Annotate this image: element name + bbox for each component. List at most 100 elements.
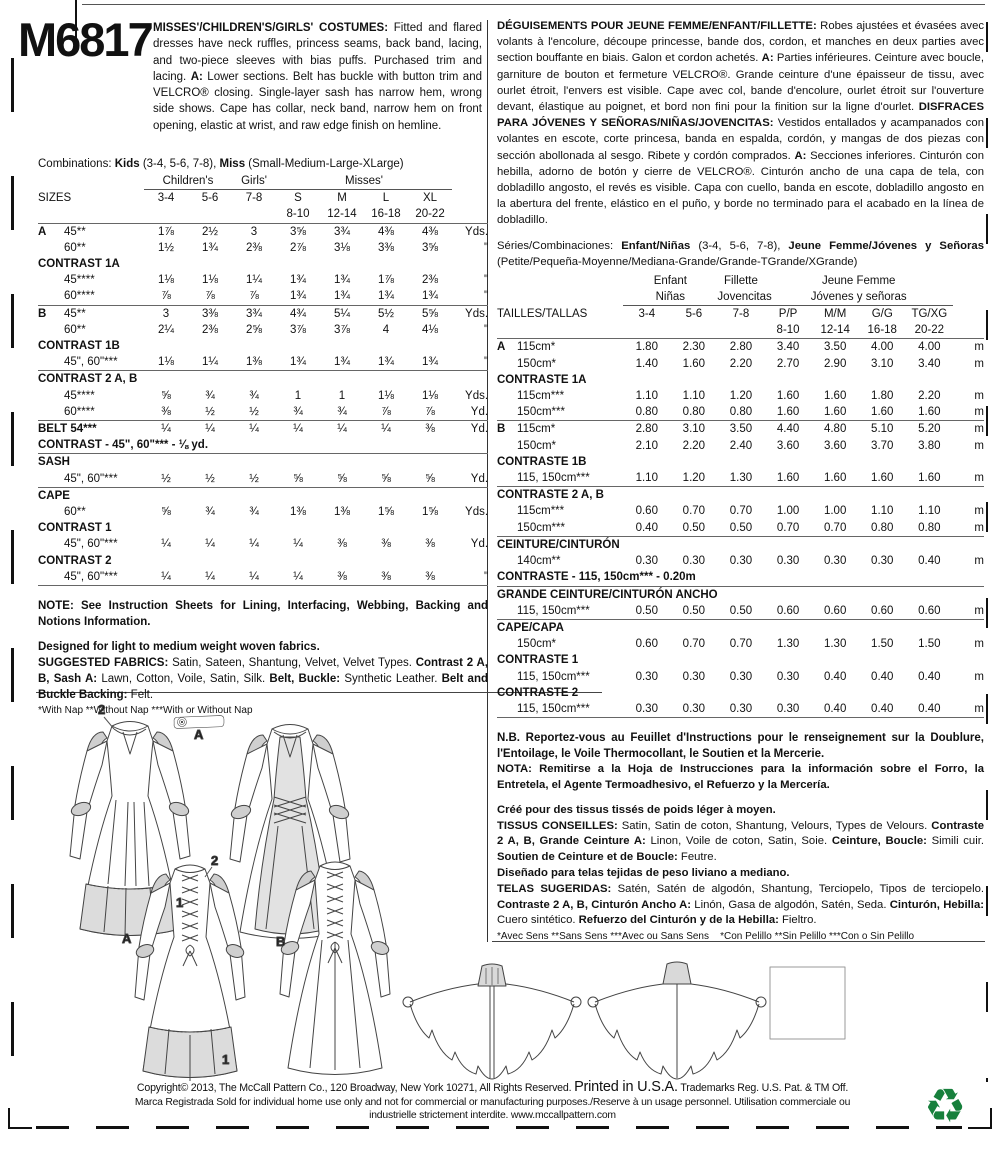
- yardage-value: 4⅜: [378, 225, 394, 238]
- yardage-value: 3.60: [776, 439, 800, 452]
- unit-label: ": [483, 274, 489, 287]
- yardage-value: 0.50: [729, 521, 753, 534]
- yardage-value: ⅞: [205, 290, 215, 303]
- yardage-value: 1⅜: [246, 356, 262, 369]
- group-jeune-femme: Jeune Femme Jóvenes y señoras: [764, 273, 953, 307]
- yardage-value: 2⅜: [202, 323, 218, 336]
- view-letter: [38, 536, 64, 552]
- yardage-value: 1⅜: [290, 506, 306, 519]
- yardage-value: ¼: [293, 570, 303, 583]
- fabric-width-label: 115cm***: [517, 390, 565, 403]
- fabric-width-label: 115cm*: [517, 341, 556, 354]
- yardage-row: CONTRASTE 1: [497, 652, 984, 668]
- yardage-section-label: CEINTURE/CINTURÓN: [497, 535, 984, 554]
- yardage-value: 2.20: [918, 390, 941, 403]
- yardage-value: 1.50: [871, 638, 894, 651]
- yardage-value: 2.20: [682, 439, 706, 452]
- unit-label: m: [974, 357, 984, 370]
- yardage-value: 0.30: [682, 555, 706, 568]
- note-english: NOTE: See Instruction Sheets for Lining,…: [38, 600, 488, 629]
- size-col: 7-8: [245, 192, 263, 205]
- yardage-row: GRANDE CEINTURE/CINTURÓN ANCHO: [497, 585, 984, 603]
- yardage-section-label: CONTRASTE 2 A, B: [497, 486, 984, 504]
- yardage-row: CAPE: [38, 486, 489, 505]
- yardage-value: ¾: [249, 389, 259, 402]
- yardage-value: 1⅛: [158, 274, 174, 287]
- yardage-value: 0.40: [871, 670, 894, 683]
- yardage-value: 1½: [158, 241, 174, 254]
- yardage-row: CONTRASTE - 115, 150cm*** - 0.20m: [497, 569, 984, 586]
- yardage-table-metric: Enfant Niñas Fillette Jovencitas Jeune F…: [497, 273, 984, 719]
- yardage-row: 60**** ⅞ ⅞ ⅞ 1¾ 1¾ 1¾ 1¾ ": [38, 288, 488, 305]
- unit-label: m: [974, 604, 984, 617]
- yardage-value: 1¾: [334, 274, 350, 287]
- size-col: 3-4: [157, 192, 175, 205]
- yardage-value: 1¾: [422, 356, 439, 369]
- yardage-value: ⅝: [425, 472, 435, 485]
- yardage-section-label: CONTRAST 2 A, B: [38, 370, 489, 388]
- yardage-value: 0.50: [682, 604, 706, 617]
- group-label: Jeune Femme: [821, 274, 896, 287]
- yardage-value: ½: [205, 472, 215, 485]
- yardage-value: 1.10: [635, 390, 658, 403]
- yardage-value: 2.80: [729, 341, 753, 354]
- yardage-value: ¾: [249, 506, 259, 519]
- unit-label: Yds.: [465, 225, 489, 238]
- yardage-row: SASH: [38, 453, 489, 471]
- yardage-row: CONTRASTE 2 A, B: [497, 486, 984, 504]
- yardage-row: 45", 60"*** 1⅛ 1¼ 1⅜ 1¾ 1¾ 1¾ 1¾ ": [38, 354, 488, 371]
- yardage-value: 1¾: [378, 356, 394, 369]
- unit-label: ": [483, 356, 489, 369]
- yardage-value: ¼: [144, 420, 188, 438]
- yardage-value: 1¾: [422, 290, 439, 303]
- yardage-value: 0.30: [729, 555, 753, 568]
- yardage-row: 115, 150cm*** 0.30 0.30 0.30 0.30 0.40 0.40 0.4…: [497, 669, 984, 685]
- yardage-row: CONTRAST 1: [38, 520, 488, 536]
- unit-label: m: [974, 638, 984, 651]
- yardage-value: 4⅜: [422, 225, 439, 238]
- yardage-value: 5.10: [858, 420, 906, 438]
- yardage-value: 0.40: [823, 670, 847, 683]
- yardage-value: 3⅝: [422, 241, 439, 254]
- yardage-row: 45**** 1⅛ 1⅛ 1¼ 1¾ 1¾ 1⅞ 2⅜ ": [38, 272, 488, 288]
- unit-label: m: [974, 390, 984, 403]
- group-misses: Misses': [276, 173, 453, 191]
- yardage-value: ½: [249, 472, 259, 485]
- yardage-value: 2.90: [823, 357, 847, 370]
- yardage-value: 0.70: [776, 521, 800, 534]
- yardage-value: 1.80: [871, 390, 894, 403]
- yardage-value: 3¾: [232, 304, 276, 322]
- size-col: TG/XG: [911, 308, 948, 321]
- yardage-row: 150cm* 0.60 0.70 0.70 1.30 1.30 1.50 1.50 m: [497, 636, 984, 652]
- yardage-value: ⅝: [381, 472, 391, 485]
- view-letter: A: [497, 341, 506, 354]
- fabric-width-label: 150cm***: [517, 521, 565, 534]
- yardage-value: 1¾: [290, 290, 306, 303]
- right-cut-marks: [986, 22, 988, 1082]
- view-letter: [497, 636, 517, 652]
- yardage-value: 1¾: [290, 356, 306, 369]
- unit-label: ": [483, 241, 489, 254]
- yardage-value: 0.30: [729, 670, 753, 683]
- yardage-value: 4¾: [276, 304, 320, 322]
- yardage-section-label: CONTRASTE 2: [497, 686, 579, 699]
- fabric-width-label: 115, 150cm***: [517, 670, 590, 683]
- yardage-value: ¾: [205, 389, 215, 402]
- size-range: 12-14: [320, 206, 364, 224]
- group-label: Fillette: [724, 274, 758, 287]
- view-letter: [497, 404, 517, 421]
- yardage-value: 1⅞: [378, 274, 394, 287]
- printed-in-usa: Printed in U.S.A.: [574, 1079, 678, 1095]
- yardage-value: 1⅞: [158, 225, 174, 238]
- yardage-value: 0.40: [635, 521, 658, 534]
- yardage-value: 0.60: [823, 604, 847, 617]
- size-range: 12-14: [811, 322, 859, 340]
- bottom-cut-line: [36, 1126, 962, 1129]
- yardage-value: 1.60: [776, 390, 800, 403]
- bottom-left-corner-mark: [8, 1108, 32, 1129]
- yardage-value: 1.30: [823, 638, 847, 651]
- yardage-value: 4.00: [871, 341, 894, 354]
- yardage-value: 0.40: [918, 702, 941, 715]
- fabric-width-label: 45", 60"***: [64, 570, 118, 583]
- yardage-value: 3⅛: [334, 241, 350, 254]
